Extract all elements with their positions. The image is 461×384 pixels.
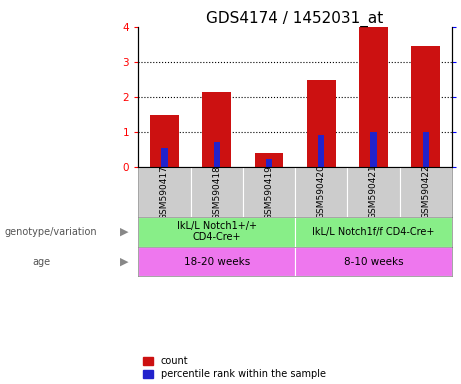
Text: GSM590421: GSM590421 <box>369 165 378 220</box>
Bar <box>359 27 388 167</box>
Text: IkL/L Notch1+/+
CD4-Cre+: IkL/L Notch1+/+ CD4-Cre+ <box>177 221 257 242</box>
Text: 8-10 weeks: 8-10 weeks <box>343 257 403 266</box>
Bar <box>243 167 295 217</box>
Text: age: age <box>32 257 50 266</box>
Bar <box>423 132 429 167</box>
Text: IkL/L Notch1f/f CD4-Cre+: IkL/L Notch1f/f CD4-Cre+ <box>312 227 435 237</box>
Bar <box>370 132 377 167</box>
Bar <box>318 135 324 167</box>
Legend: count, percentile rank within the sample: count, percentile rank within the sample <box>143 356 325 379</box>
Bar <box>295 247 452 276</box>
Bar <box>307 80 336 167</box>
Bar <box>295 217 452 247</box>
Text: ▶: ▶ <box>120 257 129 266</box>
Bar <box>138 217 295 247</box>
Text: 18-20 weeks: 18-20 weeks <box>183 257 250 266</box>
Text: GSM590420: GSM590420 <box>317 165 325 220</box>
Bar <box>213 142 220 167</box>
Text: GSM590422: GSM590422 <box>421 165 430 219</box>
Text: GSM590418: GSM590418 <box>212 165 221 220</box>
Bar <box>400 167 452 217</box>
Bar <box>202 92 231 167</box>
Bar <box>411 46 440 167</box>
Bar <box>295 167 347 217</box>
Bar <box>254 154 283 167</box>
Bar <box>150 115 179 167</box>
Text: GSM590417: GSM590417 <box>160 165 169 220</box>
Bar <box>266 159 272 167</box>
Bar <box>138 167 190 217</box>
Title: GDS4174 / 1452031_at: GDS4174 / 1452031_at <box>207 11 384 27</box>
Bar <box>190 167 243 217</box>
Bar <box>347 167 400 217</box>
Bar <box>138 247 295 276</box>
Text: genotype/variation: genotype/variation <box>5 227 97 237</box>
Text: GSM590419: GSM590419 <box>265 165 273 220</box>
Text: ▶: ▶ <box>120 227 129 237</box>
Bar <box>161 148 167 167</box>
